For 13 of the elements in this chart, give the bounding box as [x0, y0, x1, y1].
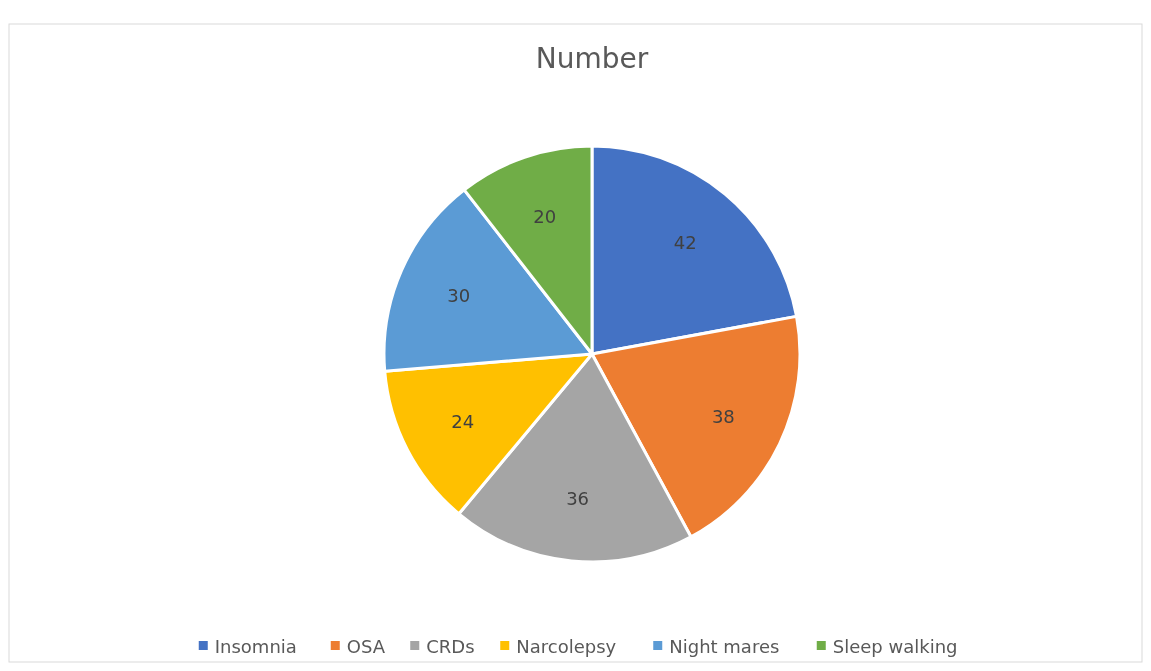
legend-label: Insomnia: [214, 635, 297, 657]
legend-label: Narcolepsy: [516, 635, 617, 657]
data-label: 38: [711, 406, 735, 428]
legend-label: CRDs: [426, 635, 475, 657]
data-label: 24: [451, 410, 475, 432]
data-label: 42: [673, 231, 697, 253]
legend-label: Sleep walking: [832, 635, 958, 657]
chart-title: Number: [535, 42, 649, 75]
data-label: 36: [566, 488, 590, 510]
data-label: 30: [447, 285, 471, 307]
legend-label: Night mares: [669, 635, 780, 657]
data-label: 20: [533, 205, 557, 227]
legend-label: OSA: [346, 635, 386, 657]
